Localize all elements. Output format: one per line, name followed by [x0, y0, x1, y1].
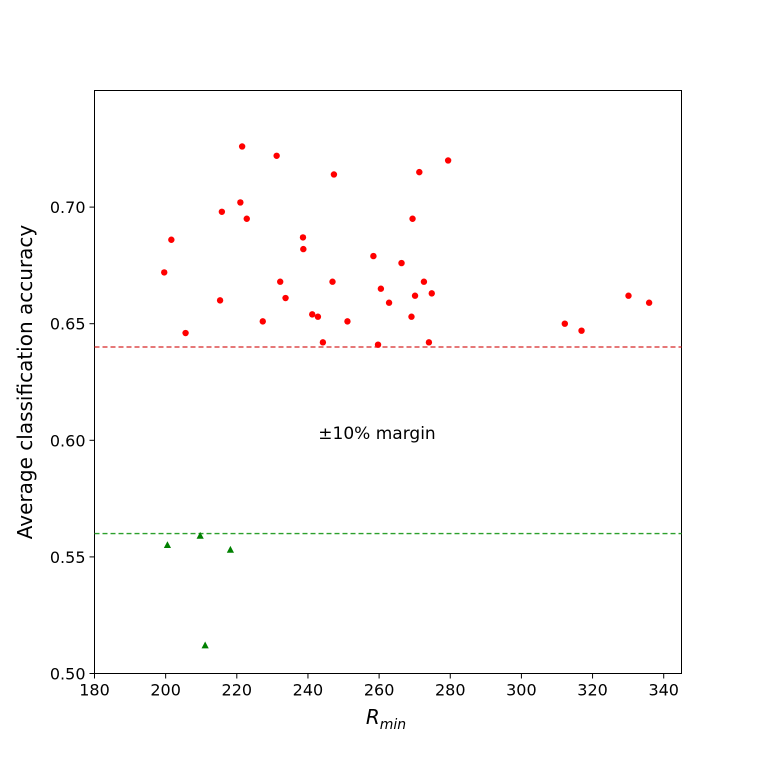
x-tick-label: 240: [293, 681, 324, 700]
data-points: [161, 143, 653, 649]
data-point-circle: [398, 259, 405, 267]
y-axis-ticks: 0.50 0.55 0.60 0.65 0.70: [50, 198, 95, 684]
x-axis-label-subscript: min: [380, 717, 406, 733]
x-tick-label: 260: [364, 681, 395, 700]
data-point-circle: [299, 234, 307, 241]
data-point-circle: [237, 199, 244, 206]
data-point-circle: [182, 329, 189, 337]
data-point-circle: [216, 297, 224, 304]
x-tick-label: 280: [435, 681, 466, 700]
data-point-circle: [344, 318, 351, 325]
y-tick-label: 0.60: [50, 431, 86, 450]
y-tick-label: 0.55: [50, 548, 86, 567]
data-point-circle: [625, 292, 632, 299]
data-point-circle: [645, 299, 653, 306]
data-point-circle: [416, 168, 423, 176]
data-point-circle: [319, 339, 327, 346]
data-point-circle: [420, 278, 428, 285]
data-point-circle: [578, 327, 585, 334]
data-point-circle: [409, 215, 416, 222]
data-point-triangle: [163, 541, 172, 549]
x-tick-label: 300: [506, 681, 537, 700]
data-point-triangle: [201, 641, 209, 649]
data-point-circle: [273, 152, 280, 159]
data-point-circle: [168, 236, 175, 243]
y-tick-label: 0.65: [50, 315, 86, 334]
data-point-circle: [330, 171, 338, 178]
x-tick-label: 180: [79, 681, 110, 700]
margin-annotation: ±10% margin: [318, 424, 435, 444]
data-point-circle: [385, 299, 393, 306]
data-point-circle: [370, 252, 377, 260]
data-point-circle: [561, 320, 569, 327]
x-tick-label: 200: [150, 681, 181, 700]
x-axis-ticks: 180 200 220 240 260 280 300 320 340: [79, 673, 679, 700]
y-tick-label: 0.50: [50, 665, 86, 684]
data-point-triangle: [226, 545, 234, 553]
data-point-circle: [425, 339, 433, 346]
data-point-circle: [444, 157, 452, 164]
data-point-circle: [411, 292, 419, 299]
y-tick-label: 0.70: [50, 198, 86, 217]
data-point-circle: [161, 269, 168, 276]
x-tick-label: 320: [577, 681, 608, 700]
threshold-lines: [94, 346, 682, 535]
x-axis-label: Rmin: [366, 705, 406, 733]
data-point-circle: [377, 285, 385, 292]
data-point-circle: [218, 208, 226, 215]
data-point-circle: [314, 313, 322, 320]
y-axis-label: Average classification accuracy: [13, 225, 37, 540]
data-point-circle: [309, 311, 316, 318]
data-point-circle: [238, 143, 246, 150]
data-point-circle: [243, 215, 250, 222]
x-tick-label: 340: [648, 681, 679, 700]
data-point-circle: [300, 245, 307, 253]
data-point-circle: [428, 290, 435, 297]
x-tick-label: 220: [222, 681, 253, 700]
data-point-triangle: [196, 531, 204, 539]
data-point-circle: [329, 278, 336, 285]
data-point-circle: [408, 313, 415, 320]
plot-frame: [94, 90, 682, 674]
data-point-circle: [277, 278, 284, 285]
x-axis-label-main: R: [366, 705, 380, 729]
data-point-circle: [282, 294, 289, 302]
data-point-circle: [259, 318, 266, 325]
data-point-circle: [374, 341, 382, 348]
